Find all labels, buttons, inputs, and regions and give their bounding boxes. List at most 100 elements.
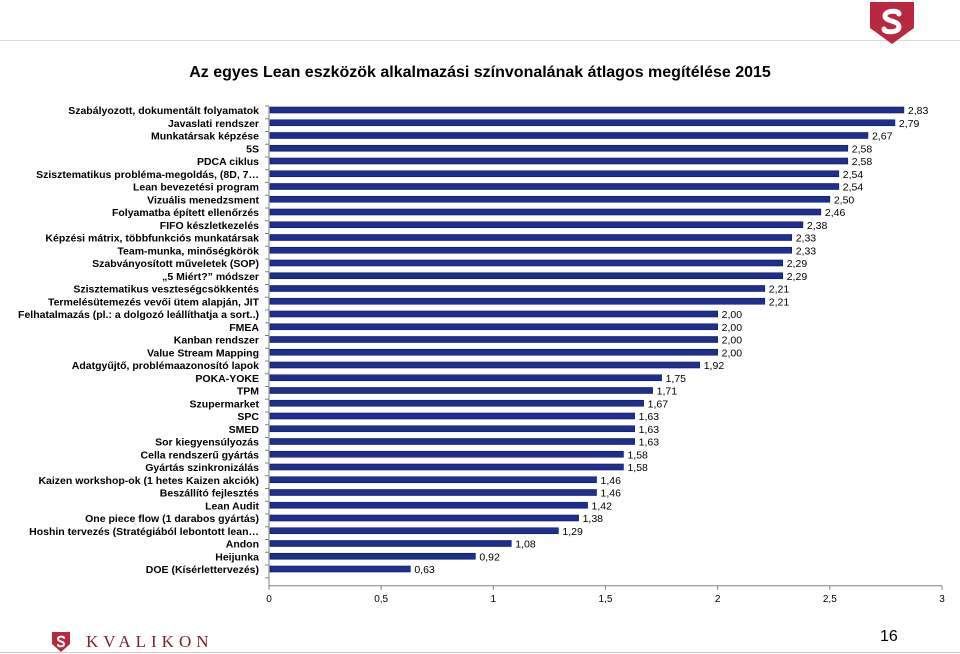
category-label: TPM: [237, 386, 259, 398]
category-label: Szisztematikus probléma-megoldás, (8D, 7…: [36, 169, 259, 181]
bar: [269, 208, 822, 216]
bar: [269, 323, 718, 331]
category-label: Termelésütemezés vevői ütem alapján, JIT: [48, 296, 260, 308]
value-label: 2,29: [787, 258, 808, 270]
value-label: 2,00: [722, 322, 743, 334]
x-tick-label: 1: [491, 594, 497, 605]
value-label: 2,38: [807, 220, 828, 232]
bar: [269, 489, 597, 496]
value-label: 2,33: [796, 233, 817, 245]
x-tick-label: 0,5: [374, 594, 388, 605]
bar: [269, 310, 718, 318]
x-tick-label: 2,5: [823, 594, 837, 605]
bar: [269, 234, 792, 241]
category-label: Felhatalmazás (pl.: a dolgozó leállíthat…: [18, 309, 259, 321]
value-label: 2,00: [722, 309, 743, 321]
bar: [269, 565, 411, 573]
category-label: Kanban rendszer: [174, 335, 259, 347]
bar: [269, 540, 512, 547]
category-label: Szabályozott, dokumentált folyamatok: [68, 105, 259, 117]
value-label: 2,50: [834, 194, 855, 206]
value-label: 1,63: [639, 437, 660, 449]
value-label: 2,21: [769, 296, 790, 308]
x-tick-label: 1,5: [599, 594, 613, 605]
bottom-rule: [0, 652, 960, 653]
category-label: Andon: [226, 539, 259, 551]
bar: [269, 183, 840, 190]
category-label: Folyamatba épített ellenőrzés: [112, 207, 259, 219]
category-label: Képzési mátrix, többfunkciós munkatársak: [45, 233, 259, 245]
category-label: Sor kiegyensúlyozás: [155, 437, 259, 449]
category-label: Heijunka: [215, 551, 259, 563]
bar: [269, 476, 597, 484]
value-label: 2,33: [796, 245, 817, 257]
category-label: Lean Audit: [205, 500, 259, 512]
bar: [269, 132, 869, 139]
category-label: Adatgyűjtő, problémaazonosító lapok: [72, 360, 259, 372]
chart-title: Az egyes Lean eszközök alkalmazási színv…: [189, 64, 771, 81]
bar: [269, 272, 784, 280]
bar: [269, 170, 840, 178]
bar: [269, 361, 701, 369]
value-label: 2,00: [722, 347, 743, 359]
bar: [269, 425, 635, 433]
bar: [269, 157, 849, 165]
bar: [269, 221, 804, 229]
x-tick-label: 3: [939, 594, 945, 605]
value-label: 1,46: [601, 475, 622, 487]
category-label: Value Stream Mapping: [147, 347, 259, 359]
value-label: 2,58: [852, 143, 873, 155]
value-label: 1,58: [627, 449, 648, 461]
value-label: 0,92: [479, 551, 500, 563]
category-label: Szabványosított műveletek (SOP): [92, 258, 259, 270]
bar: [269, 297, 766, 305]
value-label: 2,54: [843, 169, 864, 181]
category-label: SPC: [237, 411, 259, 423]
value-label: 1,67: [648, 398, 669, 410]
value-label: 2,83: [908, 105, 929, 117]
value-label: 2,58: [852, 156, 873, 168]
value-label: 2,67: [872, 131, 893, 143]
category-label: Szisztematikus veszteségcsökkentés: [73, 284, 259, 296]
value-label: 2,21: [769, 284, 790, 296]
category-label: „5 Miért?” módszer: [162, 271, 259, 283]
category-label: One piece flow (1 darabos gyártás): [85, 513, 259, 525]
category-label: Kaizen workshop-ok (1 hetes Kaizen akció…: [38, 475, 259, 487]
page-number: 16: [880, 628, 898, 645]
value-label: 0,63: [414, 564, 435, 576]
x-tick-label: 2: [715, 594, 721, 605]
bar: [269, 195, 831, 203]
value-label: 1,75: [666, 373, 687, 385]
value-label: 2,79: [899, 118, 920, 130]
category-label: FMEA: [229, 322, 259, 334]
category-label: Munkatársak képzése: [151, 131, 259, 143]
bar: [269, 552, 476, 560]
category-label: Javaslati rendszer: [168, 118, 259, 130]
bar: [269, 527, 559, 535]
bar: [269, 336, 718, 343]
value-label: 2,29: [787, 271, 808, 283]
category-label: SMED: [229, 424, 260, 436]
bar: [269, 285, 766, 292]
footer-logo-icon: [52, 632, 70, 652]
value-label: 2,54: [843, 182, 864, 194]
bar: [269, 246, 792, 254]
value-label: 1,63: [639, 424, 660, 436]
category-label: PDCA ciklus: [197, 156, 259, 168]
bar: [269, 438, 635, 445]
x-tick-label: 0: [266, 594, 272, 605]
value-label: 1,46: [601, 488, 622, 500]
category-label: Hoshin tervezés (Stratégiából lebontott …: [29, 526, 259, 538]
category-label: Szupermarket: [190, 398, 260, 410]
top-rule: [0, 40, 960, 41]
value-label: 1,38: [583, 513, 604, 525]
value-label: 1,71: [657, 386, 678, 398]
bar: [269, 106, 905, 114]
value-label: 1,42: [592, 500, 613, 512]
bar: [269, 259, 784, 267]
value-label: 1,29: [562, 526, 583, 538]
value-label: 1,58: [627, 462, 648, 474]
bar: [269, 514, 579, 522]
bar: [269, 144, 849, 152]
